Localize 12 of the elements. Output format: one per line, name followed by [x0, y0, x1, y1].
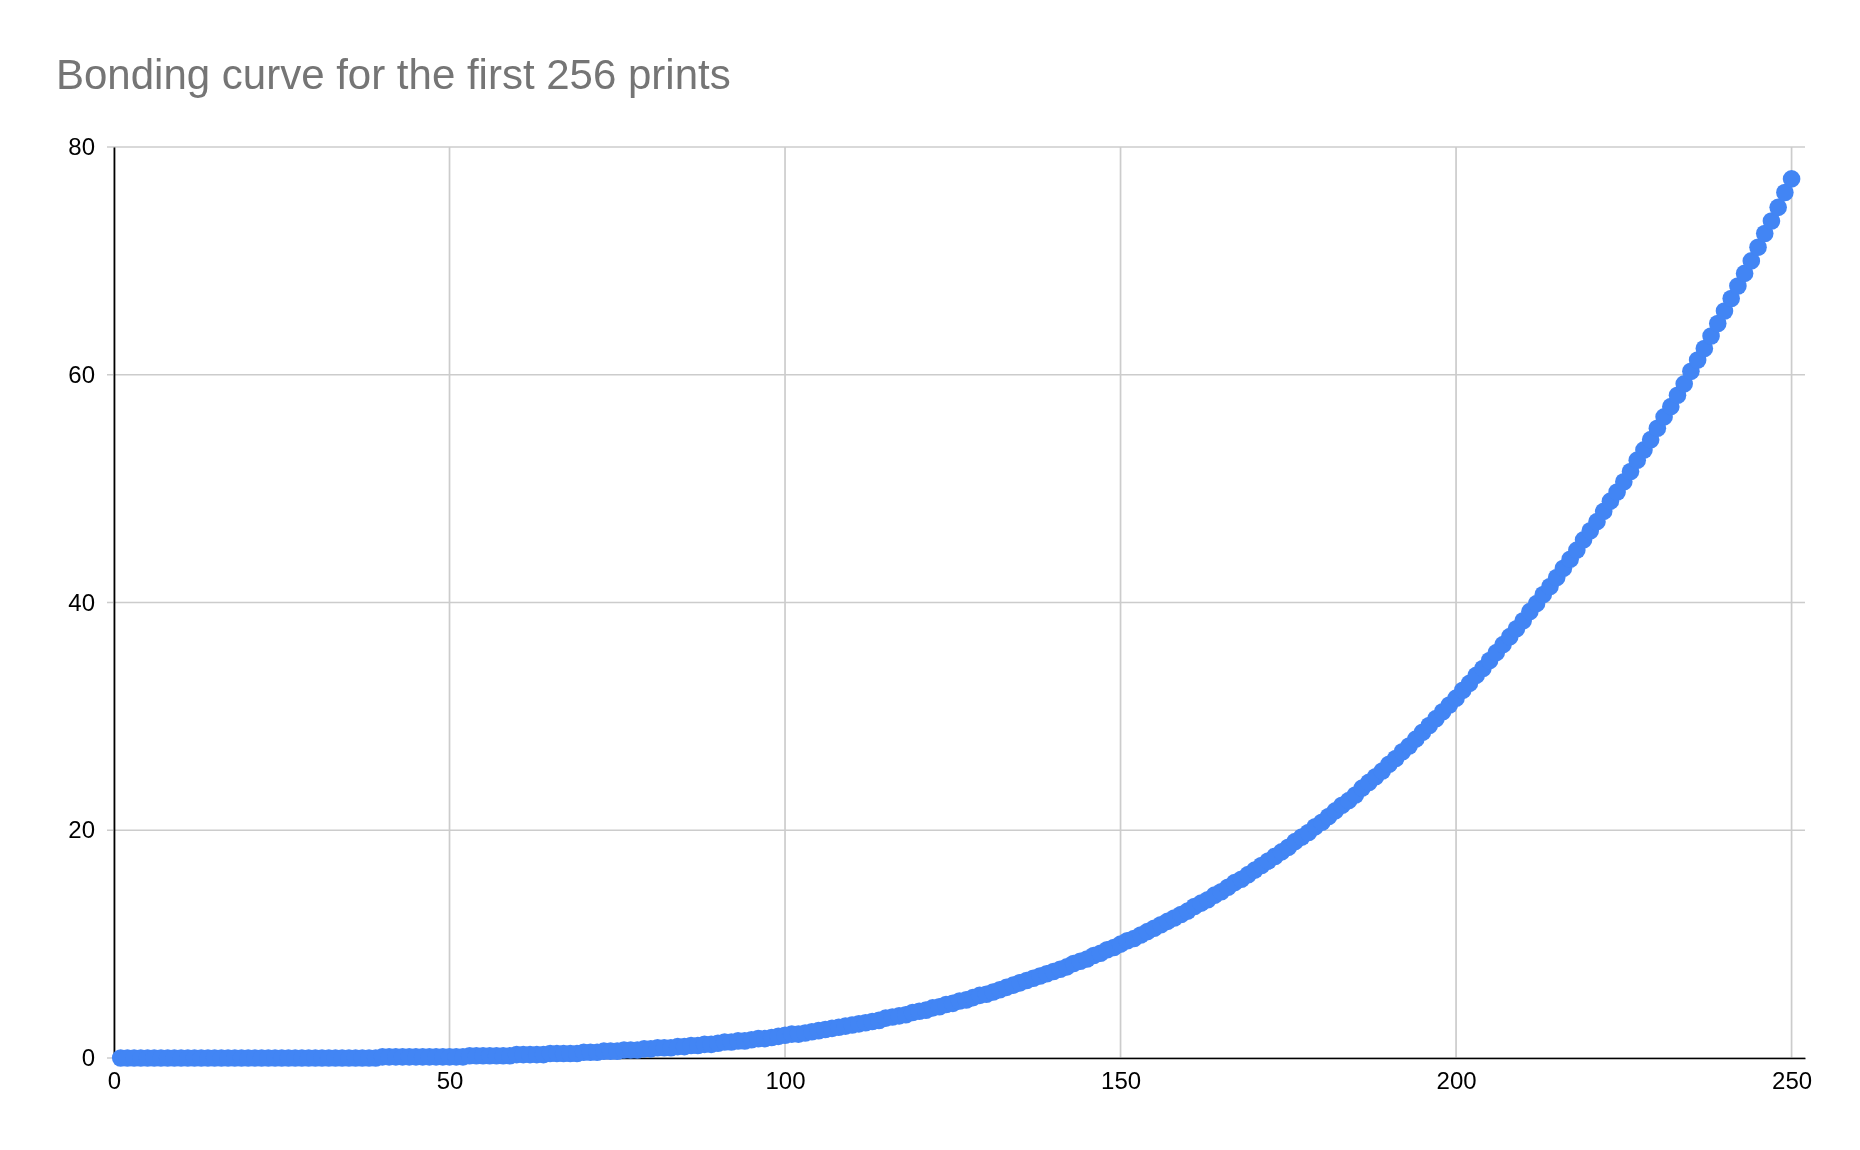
- x-tick-label: 50: [436, 1067, 464, 1095]
- y-tick-label: 0: [81, 1044, 95, 1072]
- y-tick-label: 80: [68, 133, 95, 161]
- x-tick-label: 150: [1101, 1067, 1142, 1095]
- x-tick-label: 0: [107, 1067, 122, 1095]
- y-tick-label: 20: [68, 816, 95, 844]
- x-tick-label: 250: [1772, 1067, 1813, 1095]
- y-tick-label: 60: [68, 360, 95, 388]
- x-tick-label: 200: [1436, 1067, 1477, 1095]
- y-tick-label: 40: [68, 588, 95, 616]
- x-tick-label: 100: [765, 1067, 806, 1095]
- chart-title: Bonding curve for the first 256 prints: [56, 51, 731, 98]
